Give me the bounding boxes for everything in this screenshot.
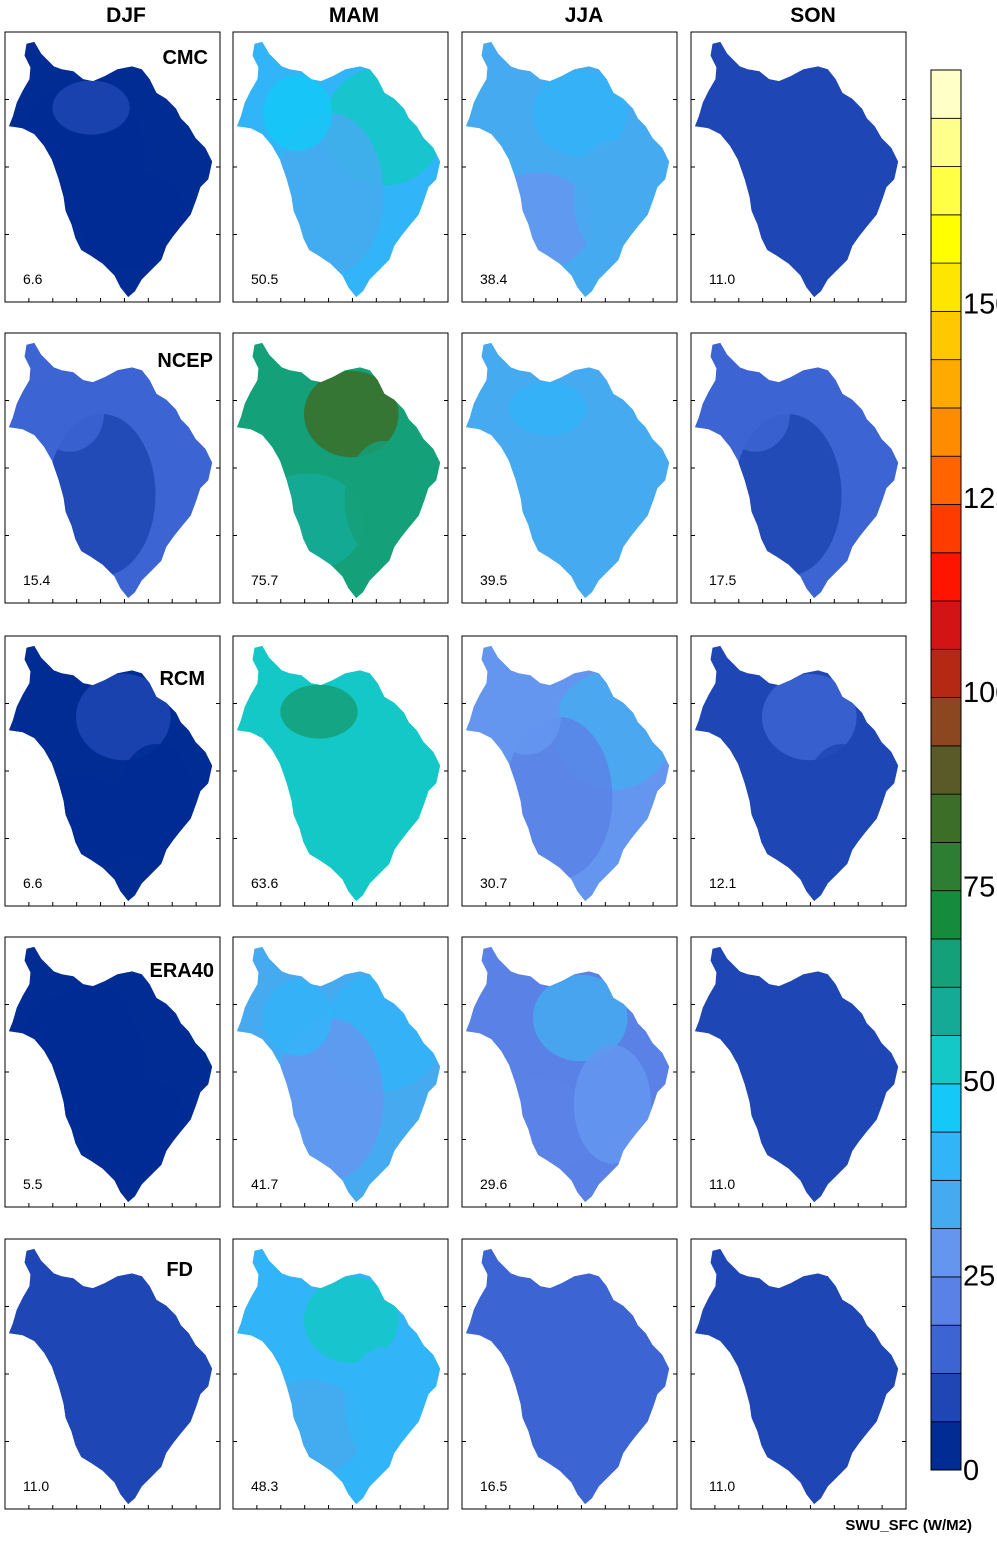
map-panel-fd-djf: FD 11.0 [4,1238,221,1510]
panel-mean-value: 11.0 [709,1176,735,1192]
season-header-mam: MAM [329,4,379,27]
map-panel-cmc-jja: 38.4 [461,31,678,303]
colorbar-segment [930,69,962,119]
map-panel-ncep-son: 17.5 [690,332,907,604]
panel-mean-value: 38.4 [480,271,507,287]
colorbar-segment [930,1131,962,1181]
colorbar-segment [930,793,962,843]
map-panels: CMC 6.6 50.5 38.4 11.0 NCEP 15.4 75.7 39.5 17.5 RC… [4,31,907,1510]
colorbar: 0 25 50 75 100 125 150 [930,69,997,1487]
panel-mean-value: 5.5 [23,1176,43,1192]
map-panel-era40-mam: 41.7 [232,936,449,1208]
colorbar-segment [930,697,962,747]
colorbar-segment [930,552,962,602]
colorbar-segment [930,1421,962,1471]
map-panel-era40-son: 11.0 [690,936,907,1208]
colorbar-segment [930,214,962,264]
panel-mean-value: 63.6 [251,875,278,891]
map-panel-cmc-mam: 50.5 [232,31,449,303]
panel-mean-value: 15.4 [23,572,50,588]
season-header-son: SON [790,4,836,27]
colorbar-segment [930,1228,962,1278]
map-panel-era40-djf: ERA40 5.5 [4,936,221,1208]
colorbar-segment [930,407,962,457]
panel-mean-value: 39.5 [480,572,507,588]
colorbar-segment [930,359,962,409]
colorbar-segment [930,842,962,892]
colorbar-label: 75 [963,872,995,904]
panel-mean-value: 75.7 [251,572,278,588]
panel-mean-value: 12.1 [709,875,736,891]
model-label-ncep: NCEP [157,350,213,372]
colorbar-segment [930,166,962,216]
panel-mean-value: 30.7 [480,875,507,891]
map-panel-rcm-djf: RCM 6.6 [4,635,221,907]
panel-mean-value: 50.5 [251,271,278,287]
colorbar-segment [930,1276,962,1326]
panel-mean-value: 11.0 [709,1478,735,1494]
colorbar-segment [930,455,962,505]
colorbar-label: 125 [963,483,997,515]
colorbar-segment [930,310,962,361]
model-label-era40: ERA40 [150,960,214,982]
panel-mean-value: 48.3 [251,1478,278,1494]
season-header-jja: JJA [565,4,604,27]
units-label: SWU_SFC (W/M2) [845,1517,972,1534]
colorbar-segment [930,648,962,698]
map-panel-ncep-jja: 39.5 [461,332,678,604]
colorbar-label: 25 [963,1261,995,1293]
panel-mean-value: 6.6 [23,271,43,287]
colorbar-segment [930,938,962,988]
panel-mean-value: 11.0 [709,271,735,287]
colorbar-segment [930,745,962,795]
colorbar-label: 0 [963,1455,979,1487]
model-label-cmc: CMC [162,47,208,69]
colorbar-segment [930,986,962,1036]
map-panel-fd-mam: 48.3 [232,1238,449,1510]
colorbar-label: 150 [963,288,997,320]
model-label-rcm: RCM [159,668,205,690]
colorbar-segment [930,1324,962,1374]
panel-mean-value: 41.7 [251,1176,278,1192]
colorbar-segment [930,890,962,940]
season-headers: DJF MAM JJA SON [106,4,836,27]
season-header-djf: DJF [106,4,146,27]
colorbar-segment [930,1035,962,1085]
map-panel-rcm-son: 12.1 [690,635,907,907]
colorbar-segment [930,117,962,167]
map-panel-ncep-mam: 75.7 [232,332,449,604]
panel-mean-value: 17.5 [709,572,736,588]
colorbar-label: 50 [963,1066,995,1098]
colorbar-segment [930,504,962,554]
panel-mean-value: 29.6 [480,1176,507,1192]
map-panel-rcm-mam: 63.6 [232,635,449,907]
map-panel-fd-son: 11.0 [690,1238,907,1510]
colorbar-segment [930,1083,962,1133]
panel-mean-value: 11.0 [23,1478,49,1494]
map-panel-ncep-djf: NCEP 15.4 [4,332,221,604]
map-panel-rcm-jja: 30.7 [461,635,678,907]
map-panel-cmc-son: 11.0 [690,31,907,303]
colorbar-segment [930,600,962,650]
map-panel-fd-jja: 16.5 [461,1238,678,1510]
colorbar-segment [930,262,962,312]
panel-mean-value: 16.5 [480,1478,507,1494]
panel-mean-value: 6.6 [23,875,43,891]
model-label-fd: FD [166,1259,193,1281]
colorbar-segment [930,1179,962,1230]
map-panel-cmc-djf: CMC 6.6 [4,31,221,303]
map-panel-era40-jja: 29.6 [461,936,678,1208]
colorbar-segment [930,1373,962,1423]
colorbar-label: 100 [963,677,997,709]
